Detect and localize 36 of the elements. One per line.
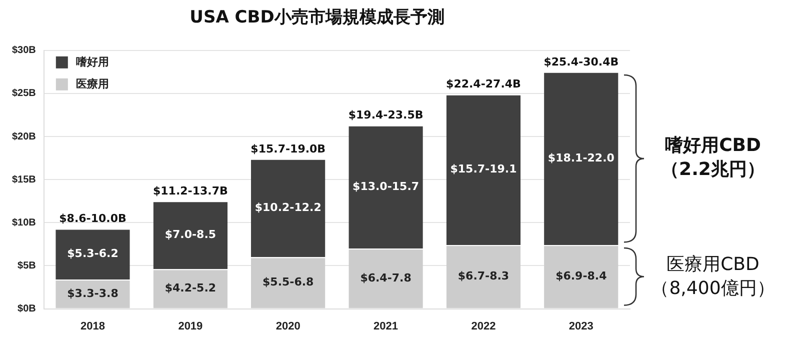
x-tick-label: 2021: [374, 320, 398, 332]
x-tick-label: 2018: [80, 320, 105, 332]
y-tick-label: $15B: [12, 174, 36, 186]
data-label: $13.0-15.7: [352, 180, 420, 193]
y-tick-label: $20B: [12, 131, 36, 142]
x-tick-label: 2023: [568, 320, 594, 332]
data-label: $4.2-5.2: [164, 282, 216, 295]
text: 嗜好用CBD （2.2兆円）: [660, 134, 766, 182]
y-tick-label: $5B: [18, 260, 36, 272]
total-label: $25.4-30.4B: [544, 55, 619, 68]
legend-label: 医療用: [76, 77, 109, 90]
text: 医療用CBD （8,400億円）: [650, 252, 776, 301]
data-label: $6.7-8.3: [458, 270, 510, 283]
data-label: $7.0-8.5: [164, 228, 216, 242]
y-tick-label: $0B: [18, 304, 36, 315]
data-label: $18.1-22.0: [548, 151, 615, 164]
total-label: $8.6-10.0B: [59, 212, 126, 226]
x-tick-label: 2020: [276, 320, 300, 332]
x-tick-label: 2019: [178, 320, 203, 332]
legend-label: 嗜好用: [76, 55, 109, 68]
data-label: $5.5-6.8: [262, 276, 314, 289]
total-label: $11.2-13.7B: [152, 184, 228, 198]
y-tick-label: $10B: [12, 217, 36, 228]
total-label: $19.4-23.5B: [348, 108, 424, 122]
data-label: $15.7-19.1: [450, 162, 517, 176]
y-tick-label: $25B: [12, 88, 36, 100]
data-label: $6.9-8.4: [556, 270, 608, 283]
total-label: $15.7-19.0B: [250, 142, 326, 156]
data-label: $6.4-7.8: [360, 271, 412, 284]
data-label: $5.3-6.2: [67, 246, 118, 260]
chart-title: USA CBD小売市場規模成長予測: [190, 8, 444, 28]
data-label: $10.2-12.2: [254, 200, 322, 214]
data-label: $3.3-3.8: [67, 286, 118, 300]
y-tick-label: $30B: [12, 45, 36, 56]
total-label: $22.4-27.4B: [446, 78, 521, 91]
x-tick-label: 2022: [471, 320, 496, 332]
